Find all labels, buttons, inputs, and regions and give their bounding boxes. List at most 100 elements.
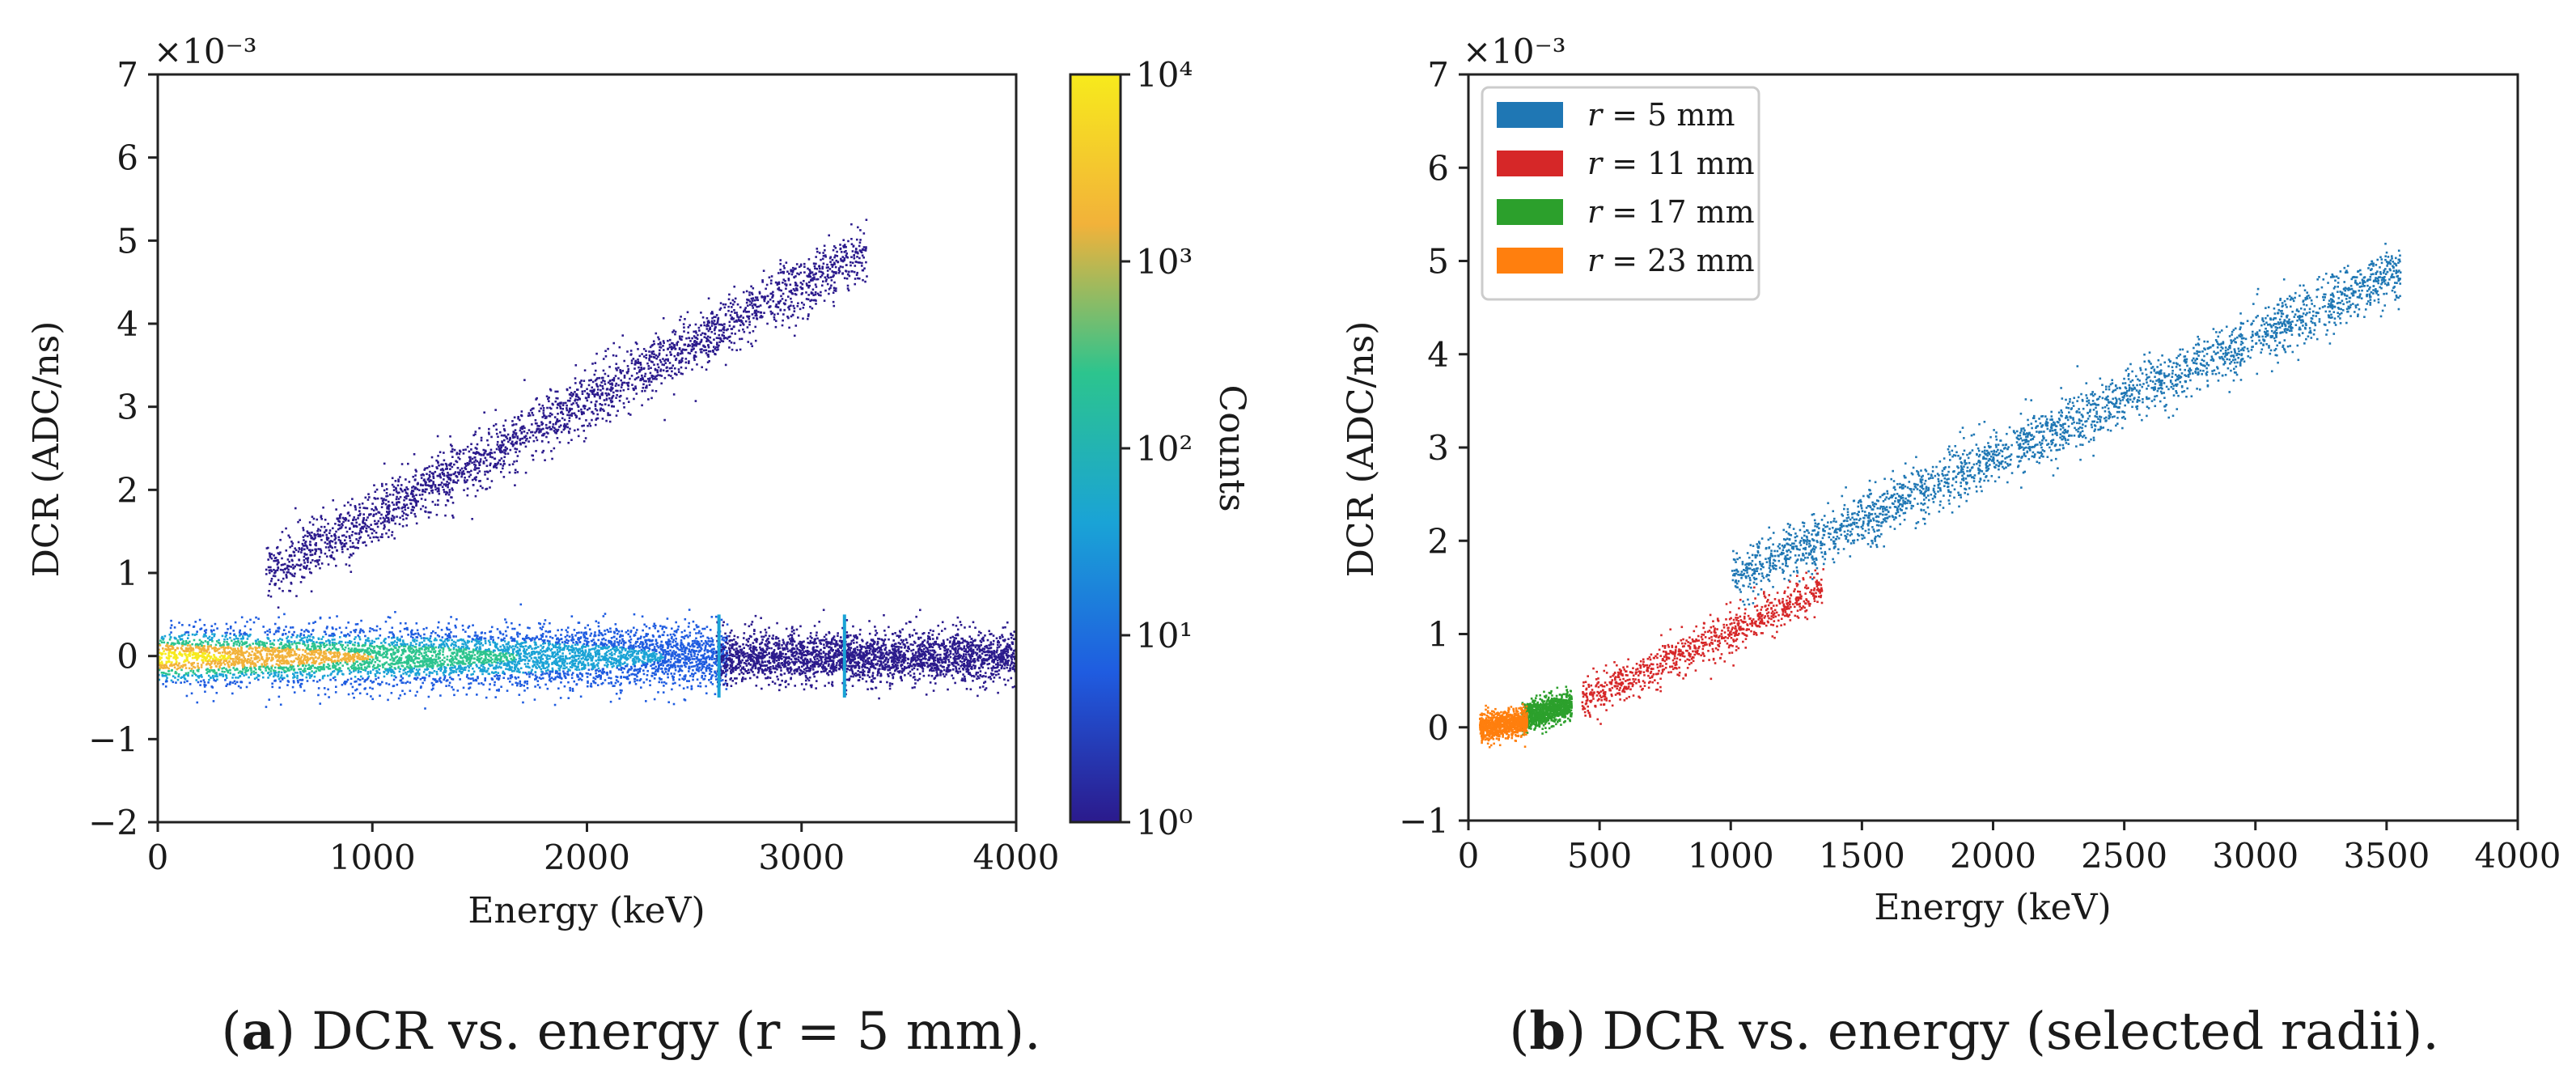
panel-a-bin (569, 386, 571, 389)
panel-a-bin (337, 650, 340, 653)
panel-a-bin (195, 679, 198, 681)
panel-a-bin (489, 452, 492, 455)
panel-a-bin (266, 630, 269, 633)
panel-a-bin (587, 672, 589, 675)
panel-a-bin (796, 289, 799, 291)
panel-a-bin (538, 409, 541, 413)
panel-a-bin (499, 649, 502, 651)
panel-a-bin (362, 519, 365, 521)
panel-a-bin (779, 299, 782, 303)
panel-a-bin (299, 581, 303, 583)
panel-a-bin (303, 634, 305, 637)
panel-a-bin (672, 331, 674, 333)
panel-a-bin (756, 305, 758, 308)
panel-a-bin (655, 665, 658, 668)
panel-a-bin (432, 477, 435, 480)
panel-a-bin (713, 316, 715, 319)
panel-a-bin (305, 567, 307, 570)
panel-a-bin (504, 452, 507, 456)
panel-a-bin (269, 569, 273, 571)
panel-a-bin (351, 498, 354, 500)
panel-a-bin (700, 333, 702, 337)
panel-a-bin (495, 428, 498, 431)
panel-a-bin (723, 323, 726, 325)
panel-a-bin (391, 531, 394, 533)
panel-a-bin (611, 644, 613, 647)
panel-a-bin (318, 555, 321, 558)
panel-a-bin (308, 543, 311, 546)
panel-a-bin (446, 481, 448, 483)
panel-a-bin (263, 643, 266, 646)
panel-a-bin (815, 303, 817, 305)
panel-a-bin (433, 647, 435, 651)
panel-a-bin (231, 692, 234, 695)
panel-a-bin (812, 262, 816, 265)
panel-a-bin (692, 675, 694, 678)
panel-a-bin (288, 589, 290, 592)
panel-a-bin (439, 660, 442, 663)
panel-a-bin (589, 389, 592, 392)
panel-a-bin (842, 246, 845, 248)
panel-a-bin (543, 622, 545, 626)
panel-a-bin (487, 431, 490, 435)
panel-a-bin (649, 355, 651, 358)
panel-a-bin (206, 643, 210, 646)
panel-a-bin (714, 316, 717, 319)
panel-a-bin (466, 470, 469, 473)
panel-a-bin (693, 354, 697, 357)
panel-a-bin (460, 473, 464, 476)
panel-a-bin (667, 652, 671, 655)
panel-a-bin (306, 535, 309, 538)
panel-a-bin (541, 661, 544, 664)
panel-a-bin (703, 649, 706, 652)
panel-a-bin (387, 506, 390, 509)
panel-a-bin (707, 637, 710, 640)
panel-a-bin (259, 651, 261, 653)
panel-a-bin (323, 664, 325, 666)
panel-a-bin (832, 248, 835, 252)
panel-a-bin (354, 518, 358, 521)
panel-a-bin (807, 317, 809, 320)
panel-a-bin (388, 666, 392, 669)
panel-a-bin (425, 647, 427, 651)
panel-a-bin (323, 642, 326, 645)
panel-a-bin (597, 625, 600, 628)
panel-a-bin (476, 665, 478, 668)
panel-a-bin (276, 545, 279, 549)
panel-a-bin (580, 657, 583, 660)
panel-a-bin (837, 261, 840, 263)
panel-a-bin (845, 254, 848, 257)
panel-a-bin (466, 479, 468, 481)
panel-a-bin (457, 665, 460, 668)
panel-a-bin (290, 626, 292, 629)
panel-a-bin (659, 370, 662, 372)
panel-a-bin (722, 334, 726, 337)
panel-a-bin (396, 515, 398, 518)
panel-a-bin (293, 575, 296, 578)
panel-a-bin (342, 653, 345, 655)
panel-a-bin (455, 460, 457, 463)
panel-a-bin (603, 399, 606, 401)
panel-a-bin (345, 641, 347, 644)
panel-a-bin (565, 629, 568, 632)
panel-a-bin (397, 478, 400, 481)
panel-a-bin (531, 431, 534, 434)
panel-a-bin (715, 337, 718, 339)
panel-a-bin (709, 350, 712, 353)
panel-a-bin (841, 265, 844, 269)
panel-a-bin (337, 528, 340, 531)
panel-a-bin (181, 634, 184, 637)
panel-a-bin (422, 479, 426, 481)
panel-a-bin (373, 520, 376, 523)
panel-a-bin (236, 651, 239, 654)
panel-a-bin (270, 570, 273, 573)
panel-a-bin (213, 654, 215, 656)
panel-a-bin (267, 566, 270, 569)
panel-a-bin (846, 284, 849, 287)
panel-a-bin (504, 648, 507, 651)
panel-a-bin (248, 643, 251, 647)
panel-a-bin (574, 382, 577, 384)
panel-a-bin (568, 414, 571, 417)
panel-a-bin (373, 484, 375, 486)
panel-a-bin (288, 536, 291, 539)
